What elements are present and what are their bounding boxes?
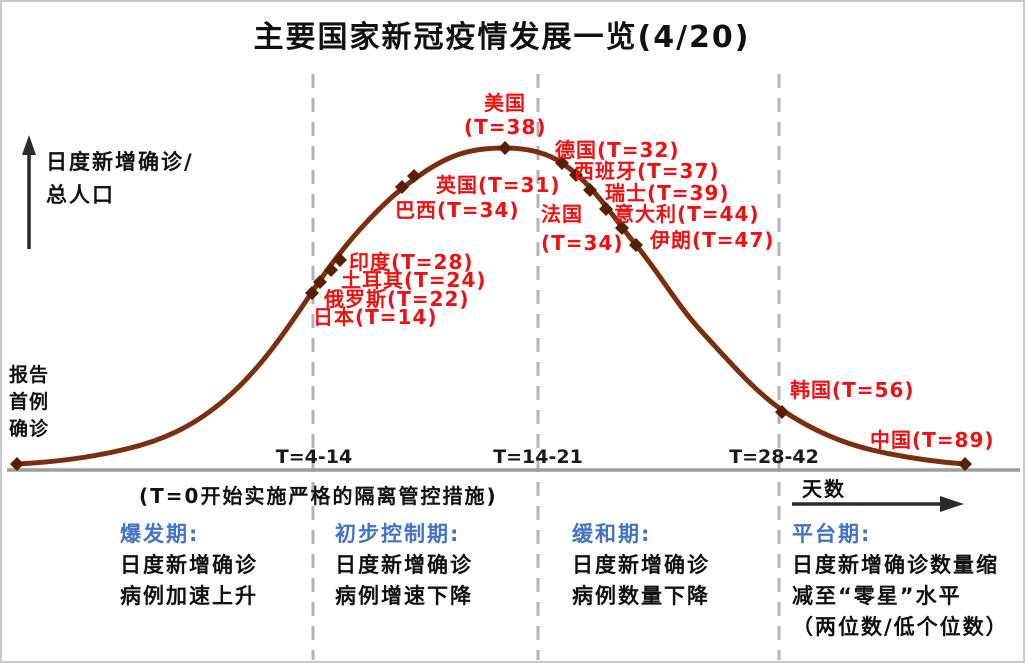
phase-name: 平台期: xyxy=(792,522,872,546)
phase-desc-line: 病例增速下降 xyxy=(335,584,473,608)
y-axis-label-line2: 总人口 xyxy=(46,183,115,207)
country-label-france-t: (T=34) xyxy=(541,231,624,255)
origin-annotation-line1: 报告 xyxy=(9,364,50,386)
marker-india xyxy=(333,253,347,267)
phase-block-plateau: 平台期: 日度新增确诊数量缩 减至“零星”水平 （两位数/低个位数） xyxy=(792,519,1023,643)
y-axis-label: 日度新增确诊/ 总人口 xyxy=(46,146,276,212)
country-label-spain: 西班牙(T=37) xyxy=(574,159,720,183)
chart-title: 主要国家新冠疫情发展一览(4/20) xyxy=(253,20,751,55)
phase-desc-line: 日度新增确诊 xyxy=(572,553,710,577)
phase-desc-line: （两位数/低个位数） xyxy=(792,615,1009,639)
country-label-switzerland: 瑞士(T=39) xyxy=(605,181,730,205)
marker-usa xyxy=(498,141,512,155)
phase-block-initial-control: 初步控制期: 日度新增确诊 病例增速下降 xyxy=(335,519,545,612)
phase-name: 缓和期: xyxy=(572,522,652,546)
country-label-russia: 俄罗斯(T=22) xyxy=(324,287,470,311)
phase-block-mitigation: 缓和期: 日度新增确诊 病例数量下降 xyxy=(572,519,777,612)
country-label-iran: 伊朗(T=47) xyxy=(650,228,775,252)
country-label-usa-name: 美国 xyxy=(484,91,526,115)
phase-desc-line: 减至“零星”水平 xyxy=(792,584,962,608)
country-label-uk: 英国(T=31) xyxy=(436,173,561,197)
y-axis-arrowhead xyxy=(22,135,36,155)
phase-desc-line: 日度新增确诊 xyxy=(335,553,473,577)
phase-name: 爆发期: xyxy=(120,522,200,546)
country-label-france: 法国 (T=34) xyxy=(541,200,624,258)
country-label-south-korea: 韩国(T=56) xyxy=(790,378,915,402)
country-label-turkey: 土耳其(T=24) xyxy=(341,268,487,292)
origin-annotation-line2: 首例 xyxy=(9,391,50,413)
x-axis-unit-label: 天数 xyxy=(802,477,846,501)
x-tick-2: T=14-21 xyxy=(493,446,583,468)
phase-desc-line: 病例加速上升 xyxy=(120,584,258,608)
country-label-india: 印度(T=28) xyxy=(349,250,474,274)
country-label-usa: 美国 (T=38) xyxy=(464,91,546,139)
country-label-germany: 德国(T=32) xyxy=(555,138,680,162)
country-label-brazil: 巴西(T=34) xyxy=(395,198,520,222)
phase-name: 初步控制期: xyxy=(335,522,461,546)
country-label-japan: 日本(T=14) xyxy=(313,305,438,329)
origin-annotation: 报告 首例 确诊 xyxy=(9,362,69,443)
country-label-italy: 意大利(T=44) xyxy=(614,202,760,226)
country-label-usa-t: (T=38) xyxy=(464,115,547,139)
phase-block-outbreak: 爆发期: 日度新增确诊 病例加速上升 xyxy=(120,519,325,612)
country-label-china: 中国(T=89) xyxy=(870,428,995,452)
country-label-france-name: 法国 xyxy=(541,202,583,226)
phase-desc-line: 日度新增确诊数量缩 xyxy=(792,553,999,577)
phase-desc-line: 日度新增确诊 xyxy=(120,553,258,577)
x-axis-note: (T=0开始实施严格的隔离管控措施) xyxy=(139,484,498,508)
x-tick-1: T=4-14 xyxy=(275,446,353,468)
y-axis-label-line1: 日度新增确诊/ xyxy=(46,150,194,174)
x-axis-arrowhead xyxy=(940,496,964,512)
phase-desc-line: 病例数量下降 xyxy=(572,584,710,608)
origin-annotation-line3: 确诊 xyxy=(9,418,50,440)
x-tick-3: T=28-42 xyxy=(729,446,819,468)
